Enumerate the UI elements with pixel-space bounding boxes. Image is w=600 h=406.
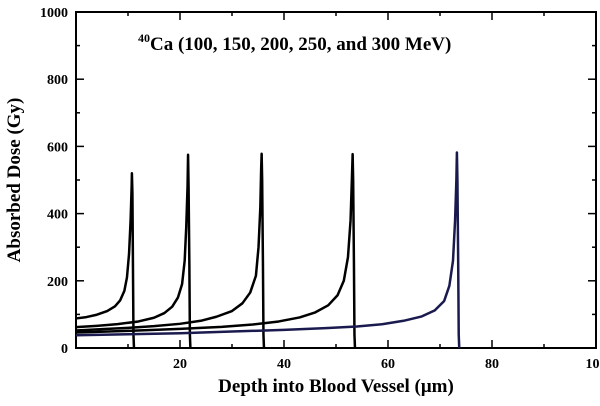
series-line-2 bbox=[75, 153, 192, 349]
y-tick-label: 400 bbox=[47, 208, 68, 223]
x-tick-label: 80 bbox=[485, 357, 499, 372]
y-tick-label: 800 bbox=[47, 73, 68, 88]
data-series bbox=[75, 151, 461, 349]
series-line-1 bbox=[75, 172, 136, 349]
y-tick-label: 0 bbox=[61, 342, 68, 357]
x-tick-label: 100 bbox=[586, 357, 600, 372]
x-tick-label: 40 bbox=[277, 357, 291, 372]
series-line-3 bbox=[75, 152, 266, 349]
series-line-4 bbox=[75, 152, 357, 349]
chart-title: 40Ca (100, 150, 200, 250, and 300 MeV) bbox=[138, 31, 451, 55]
y-tick-label: 600 bbox=[47, 140, 68, 155]
x-tick-label: 20 bbox=[173, 357, 187, 372]
x-tick-label: 60 bbox=[381, 357, 395, 372]
chart-title-text: Ca (100, 150, 200, 250, and 300 MeV) bbox=[150, 34, 451, 55]
y-tick-label: 1000 bbox=[40, 6, 68, 21]
y-axis-title: Absorbed Dose (Gy) bbox=[4, 98, 25, 263]
series-line-5 bbox=[75, 151, 461, 349]
axis-ticks bbox=[75, 11, 597, 349]
chart-title-superscript: 40 bbox=[138, 31, 150, 45]
axis-tick-labels: 0 200 400 600 800 1000 20 40 60 80 100 bbox=[40, 6, 600, 372]
x-axis-title: Depth into Blood Vessel (μm) bbox=[218, 376, 454, 397]
y-tick-label: 200 bbox=[47, 275, 68, 290]
